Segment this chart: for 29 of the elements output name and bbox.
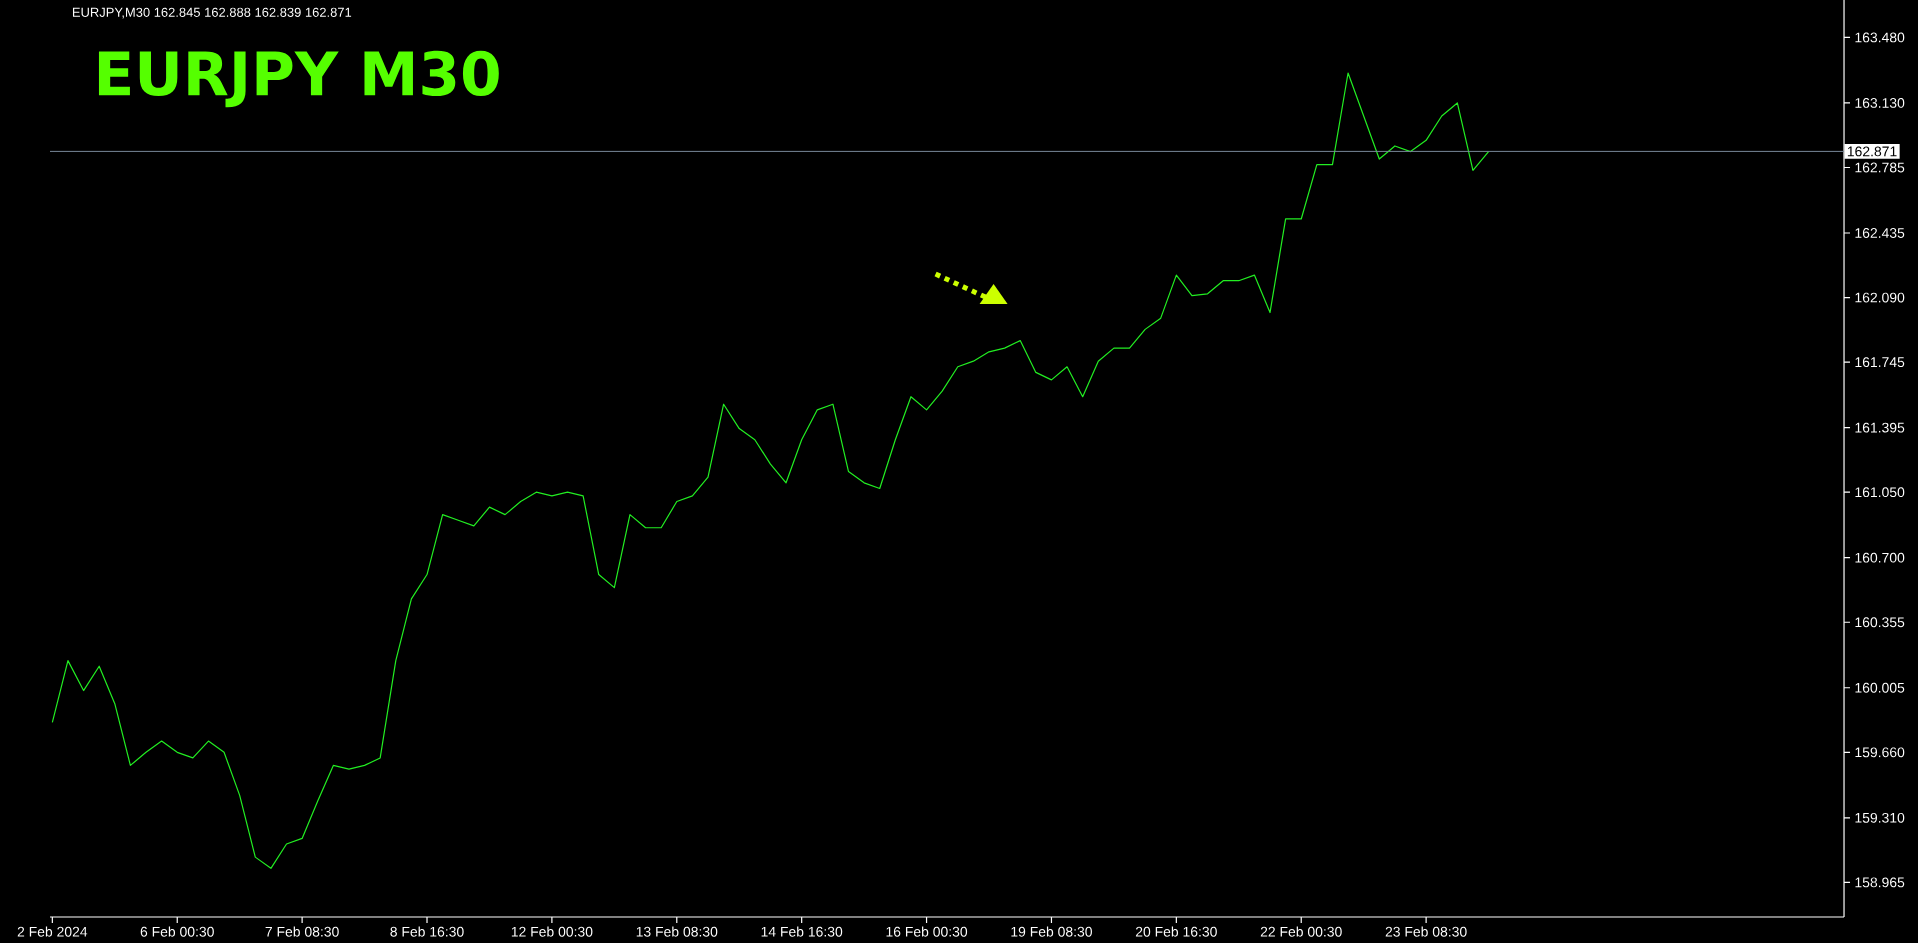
annotation: EURJPY,M30 162.845 162.888 162.839 162.871 <box>72 7 352 19</box>
x-tick-label: 23 Feb 08:30 <box>1385 926 1467 937</box>
y-tick-label: 162.090 <box>1855 292 1905 303</box>
x-tick-label: 19 Feb 08:30 <box>1011 926 1092 937</box>
x-tick-label: 16 Feb 00:30 <box>886 926 968 937</box>
y-tick-label: 163.130 <box>1855 98 1905 108</box>
y-tick-label: 161.745 <box>1855 357 1905 368</box>
y-tick-label: 161.050 <box>1855 487 1905 498</box>
x-tick-label: 12 Feb 00:30 <box>511 926 593 937</box>
y-tick-label: 158.965 <box>1855 877 1905 888</box>
x-tick-label: 22 Feb 00:30 <box>1260 926 1342 937</box>
x-tick-label: 6 Feb 00:30 <box>140 926 214 937</box>
x-tick-label: 14 Feb 16:30 <box>761 926 843 937</box>
y-tick-label: 161.395 <box>1855 422 1905 433</box>
x-tick-label: 8 Feb 16:30 <box>390 926 464 937</box>
x-tick-label: 2 Feb 2024 <box>17 926 88 937</box>
y-tick-label: 159.310 <box>1855 812 1905 823</box>
y-tick-label: 163.480 <box>1855 32 1905 43</box>
x-tick-label: 7 Feb 08:30 <box>265 926 339 937</box>
y-tick-label: 160.005 <box>1855 682 1905 693</box>
y-tick-label: 160.355 <box>1855 617 1905 628</box>
text: EURJPY M30 <box>98 50 499 108</box>
ref-line-label: 162.871 <box>1847 146 1897 157</box>
y-tick-label: 162.785 <box>1855 162 1905 173</box>
y-tick-label: 159.660 <box>1855 747 1905 758</box>
y-tick-label: 160.700 <box>1855 552 1905 563</box>
x-tick-label: 20 Feb 16:30 <box>1135 926 1217 937</box>
y-tick-label: 162.435 <box>1855 228 1905 238</box>
x-tick-label: 13 Feb 08:30 <box>636 926 718 937</box>
